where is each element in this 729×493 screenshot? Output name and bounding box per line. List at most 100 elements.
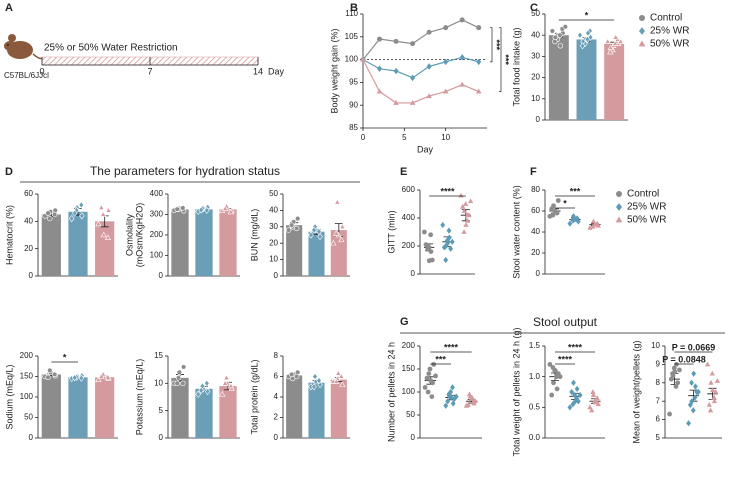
point [460,203,466,209]
point [616,191,622,197]
y-axis-label: BUN (mg/dL) [249,209,259,262]
point [567,404,573,411]
panel-letter: F [530,166,537,178]
point [174,206,180,212]
point [51,371,58,378]
point [554,374,559,380]
point [428,378,434,383]
point [429,394,435,399]
x-axis-label: Day [417,144,434,154]
y-tick-label: 600 [402,185,416,194]
point [667,411,672,417]
point [549,28,556,34]
point [376,88,383,94]
mouse-icon [4,34,43,60]
y-tick-label: 85 [349,123,358,132]
point [95,220,102,227]
point [592,399,598,405]
point [423,242,429,248]
bracket-label: P = 0.0669 [672,342,716,352]
point [587,404,593,410]
y-tick-label: 40 [269,206,278,215]
point [549,206,555,212]
legend-label: 25% WR [627,202,666,213]
point [79,212,85,220]
point [443,25,449,31]
series-line [362,19,479,60]
point [339,223,346,230]
bar [95,221,115,276]
panel-letter: C [530,2,538,14]
y-tick-label: 200 [150,230,164,239]
y-tick-label: 0 [159,433,164,442]
point [393,99,399,105]
y-tick-label: 8 [274,351,279,360]
x-tick-label: 5 [402,133,407,142]
point [612,33,619,40]
point [571,379,576,386]
point [612,40,619,46]
point [574,215,580,222]
point [551,380,556,386]
point [443,58,449,66]
bar [330,379,347,438]
point [466,391,473,397]
y-tick-label: 2 [274,413,279,422]
y-axis-label: Stool water content (%) [511,185,521,279]
point [552,38,558,45]
point [104,373,112,380]
point [449,238,455,245]
point [590,218,597,224]
point [426,93,432,99]
y-tick-label: 40 [24,216,33,225]
point [590,392,597,397]
point [706,402,712,407]
point [590,389,596,394]
point [105,206,112,213]
point [421,229,427,235]
y-tick-label: 20 [269,238,278,247]
y-tick-label: 60 [24,189,33,198]
y-tick-label: 30 [531,52,540,61]
y-tick-label: 50 [406,410,415,419]
point [442,88,449,94]
point [334,198,341,205]
point [549,392,555,398]
point [616,203,622,211]
y-tick-label: 40 [531,227,540,236]
y-axis-label: (mOsm/KgH2O) [134,203,144,268]
y-tick-label: 90 [349,100,358,109]
timeline-unit: Day [268,66,285,76]
point [554,386,560,392]
strain-label: C57BL/6JJcl [4,71,49,80]
timeline-label: 7 [147,66,152,76]
y-axis-label: Sodium (mEq/L) [4,364,14,429]
y-tick-label: 95 [349,78,358,87]
point [339,381,346,387]
point [330,239,337,246]
point [204,387,211,396]
point [463,222,469,227]
point [443,242,449,250]
panel-letter: A [5,2,13,14]
bracket-label: * [563,198,567,208]
series-line [362,59,479,104]
section-title: Stool output [533,315,598,329]
y-axis-label: Total food intake (g) [511,27,521,106]
bar [219,209,237,276]
y-tick-label: 1.5 [529,341,541,350]
point [708,379,714,385]
point [293,225,300,232]
series-line [362,56,479,79]
point [446,234,452,241]
point [285,227,292,233]
bar [308,382,325,438]
panel-letter: D [5,166,13,178]
point [677,367,682,373]
y-tick-label: 100 [20,392,34,401]
point [316,228,322,236]
point [446,227,452,234]
point [675,380,681,386]
y-tick-label: 300 [150,210,164,219]
